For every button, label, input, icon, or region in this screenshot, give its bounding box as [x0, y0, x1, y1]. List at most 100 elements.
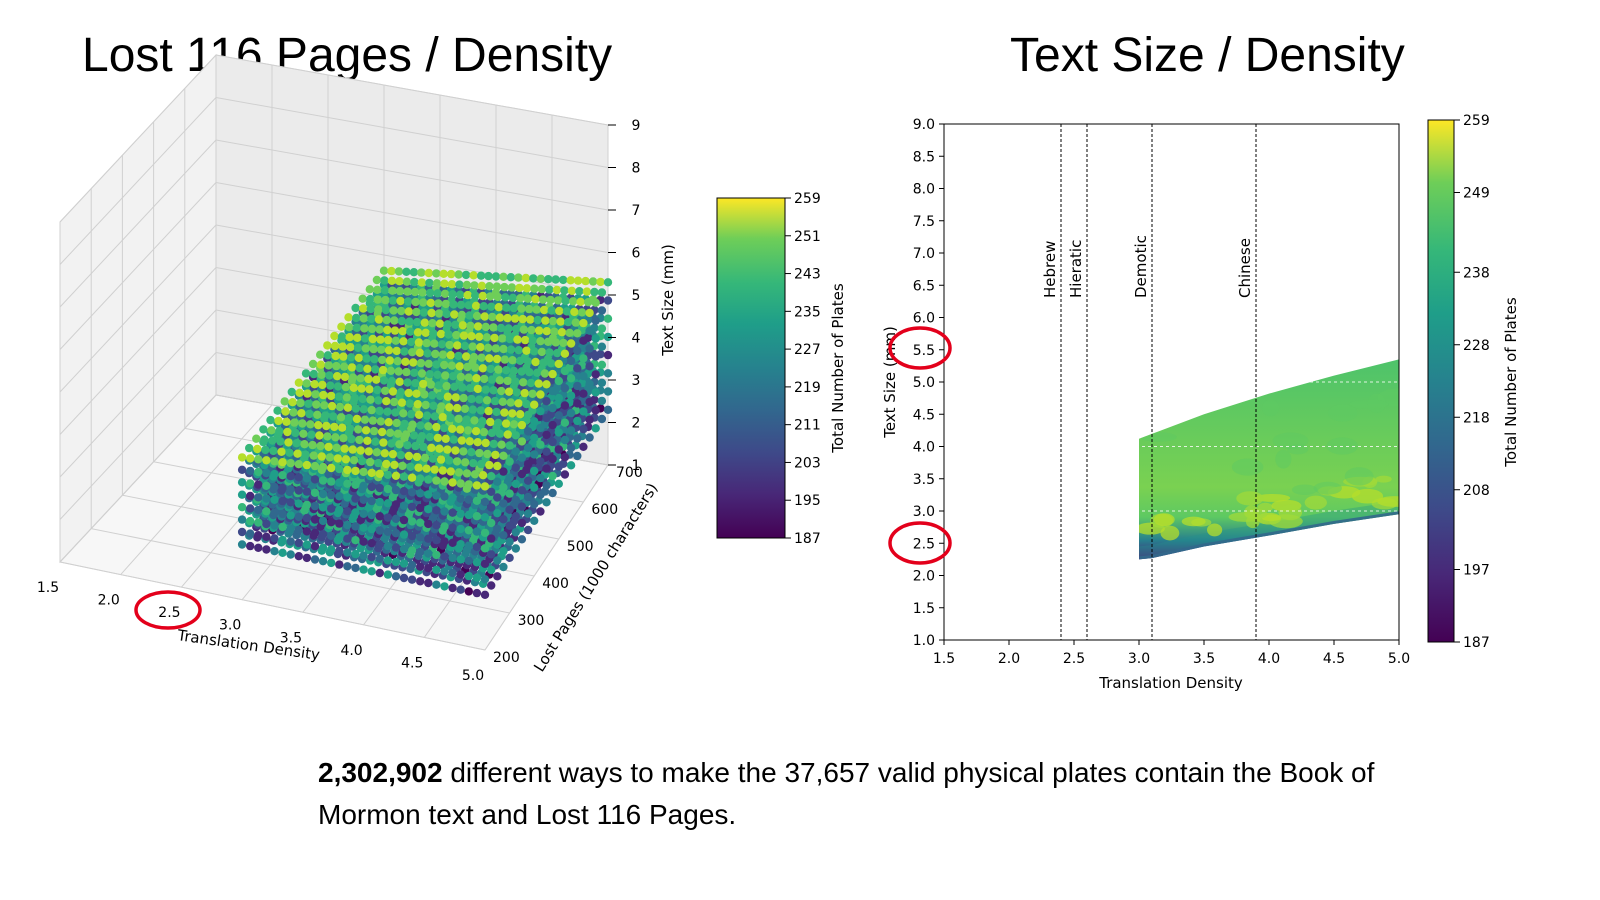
scatter-point-1237	[564, 317, 573, 327]
scatter-point-4688	[316, 441, 325, 451]
scatter-point-2700	[363, 364, 372, 373]
scatter-point-3955	[416, 421, 425, 430]
scatter-point-2708	[394, 367, 403, 376]
scatter-point-2696	[347, 363, 357, 372]
scatter-point-1734	[559, 338, 568, 348]
scatter-point-2971	[504, 387, 514, 396]
scatter-point-4932	[293, 449, 302, 458]
scatter-point-3956	[424, 422, 433, 431]
scatter-point-2933	[301, 369, 311, 378]
scatter-point-4708	[469, 459, 478, 468]
scatter-point-1473	[466, 321, 475, 330]
scatter-point-2468	[463, 362, 472, 372]
scatter-point-1960	[399, 337, 408, 346]
scatter-point-1474	[473, 322, 483, 331]
scatter-point-2231	[554, 359, 563, 369]
scatter-point-2478	[540, 369, 550, 378]
scatter-point-206	[387, 266, 396, 276]
scatter-point-4956	[462, 469, 472, 478]
scatter-point-4989	[472, 588, 482, 598]
scatter-point-2958	[403, 378, 412, 387]
scatter-point-479	[477, 281, 487, 290]
scatter-point-4371	[499, 499, 508, 508]
scatter-point-1231	[518, 314, 527, 324]
scatter-point-231	[484, 271, 493, 281]
scatter-point-3939	[321, 411, 330, 420]
scatter-point-485	[522, 284, 532, 293]
scatter-point-3454	[390, 397, 399, 407]
scatter-point-984	[532, 305, 541, 314]
scatter-point-1480	[519, 325, 529, 334]
scatter-point-4187	[314, 421, 323, 430]
scatter-point-2964	[450, 382, 459, 391]
scatter-point-4199	[377, 427, 387, 437]
scatter-point-4525	[493, 556, 502, 565]
scatter-point-1455	[382, 315, 391, 325]
scatter-point-4174	[266, 415, 275, 425]
scatter-point-1549	[566, 443, 576, 453]
scatter-point-1486	[565, 328, 574, 337]
scatter-point-4446	[363, 436, 372, 445]
scatter-point-1980	[537, 347, 547, 357]
scatter-point-1205	[381, 305, 391, 315]
scatter-point-3199	[357, 384, 366, 393]
scatter-point-1766	[560, 470, 570, 479]
scatter-point-2721	[495, 376, 504, 385]
scatter-point-4990	[480, 590, 490, 599]
scatter-point-2789	[536, 490, 545, 499]
scatter-point-3958	[440, 423, 449, 433]
scatter-point-2222	[485, 354, 494, 363]
scatter-point-727	[471, 291, 480, 300]
scatter-point-1724	[482, 333, 492, 342]
scatter-point-704	[380, 286, 390, 295]
scatter-point-3695	[343, 403, 353, 412]
scatter-point-3220	[506, 398, 515, 407]
scatter-point-1693	[337, 322, 346, 331]
scatter-point-4950	[414, 463, 423, 472]
scatter-point-4203	[409, 431, 419, 440]
scatter-point-2355	[548, 437, 557, 447]
scatter-point-953	[373, 295, 382, 304]
scatter-point-2959	[411, 379, 420, 388]
scatter-point-3965	[495, 429, 505, 438]
scatter-point-340	[597, 378, 607, 387]
scatter-point-481	[492, 282, 502, 291]
scatter-point-1970	[460, 341, 470, 351]
scatter-point-2107	[554, 428, 563, 437]
scatter-point-4955	[454, 468, 464, 477]
scatter-point-937	[585, 344, 594, 353]
scatter-point-1976	[506, 345, 516, 354]
scatter-point-3068	[530, 483, 539, 492]
scatter-point-2942	[333, 372, 342, 381]
scatter-point-4425	[267, 426, 276, 435]
scatter-point-2690	[324, 361, 333, 370]
scatter-point-985	[540, 305, 549, 315]
scatter-point-1981	[545, 348, 554, 357]
scatter-point-2465	[440, 360, 449, 370]
scatter-point-1084	[579, 407, 588, 416]
scatter-point-2694	[340, 362, 349, 371]
scatter-point-4968	[302, 553, 312, 563]
scatter-point-2220	[469, 352, 479, 362]
scatter-point-836	[585, 397, 594, 407]
scatter-point-4962	[254, 543, 263, 552]
scatter-point-4450	[395, 440, 404, 449]
scatter-point-4695	[364, 447, 373, 456]
scatter-point-3195	[341, 382, 351, 392]
scatter-point-722	[440, 289, 450, 298]
scatter-point-1453	[374, 315, 384, 324]
scatter-point-4742	[487, 581, 496, 590]
scatter-point-4176	[274, 416, 283, 426]
scatter-point-4454	[427, 443, 436, 452]
scatter-point-2955	[379, 376, 389, 385]
scatter-point-1952	[368, 334, 377, 344]
scatter-point-3197	[349, 383, 358, 392]
scatter-point-3627	[517, 469, 527, 479]
scatter-point-230	[476, 271, 486, 280]
scatter-point-3937	[313, 410, 322, 419]
scatter-point-486	[530, 284, 539, 293]
scatter-point-2477	[533, 368, 542, 377]
scatter-point-227	[603, 296, 613, 305]
scatter-point-4691	[332, 443, 341, 452]
scatter-point-3210	[428, 391, 437, 400]
